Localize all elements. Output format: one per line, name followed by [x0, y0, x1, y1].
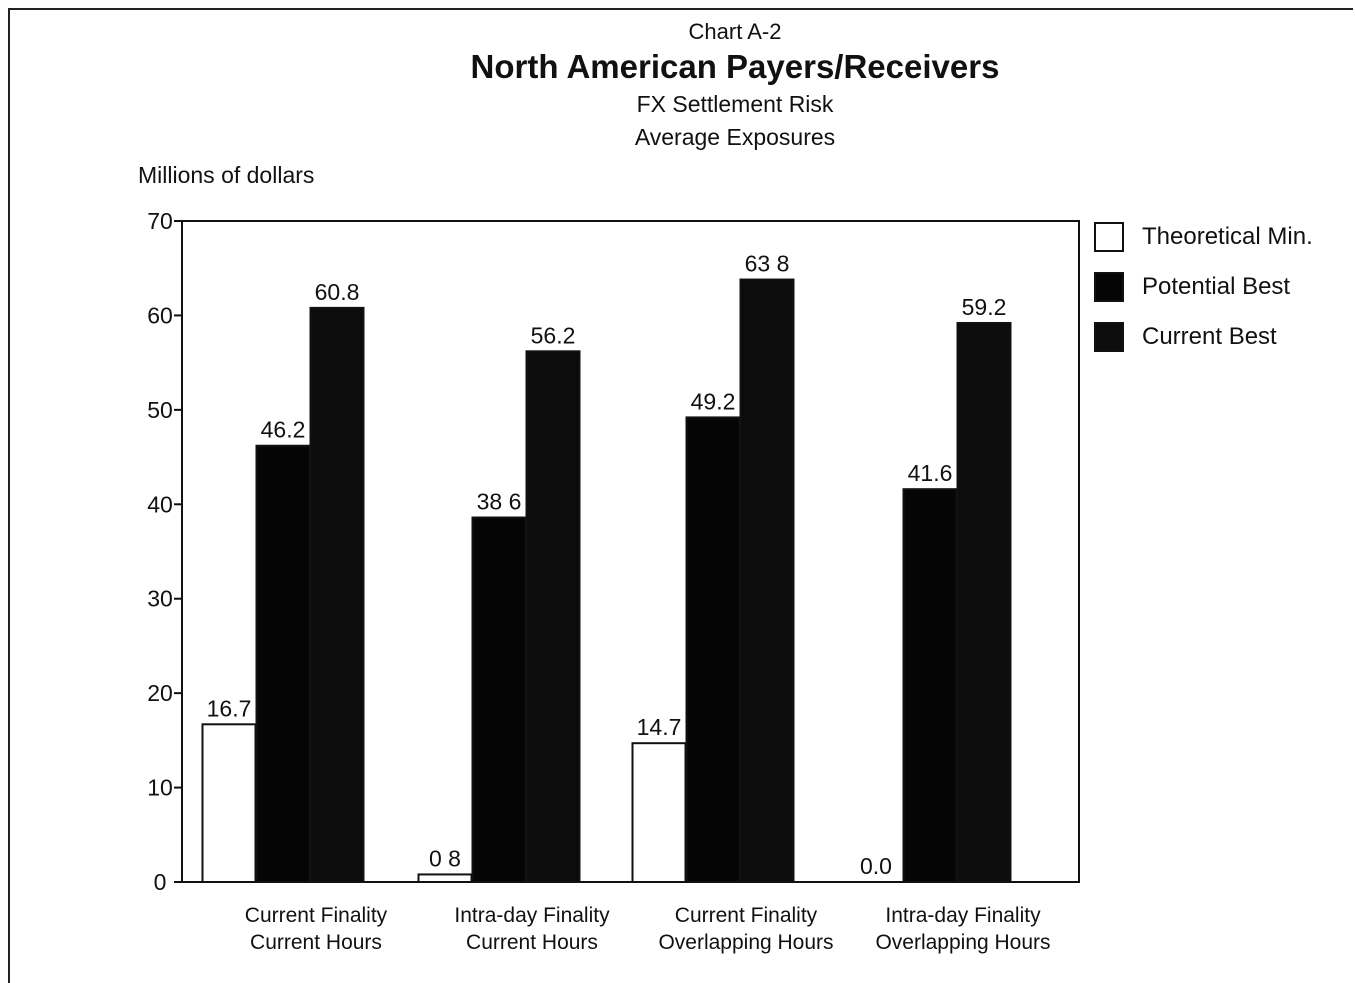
legend-label-current-best: Current Best — [1142, 323, 1277, 350]
y-tick-label: 40 — [147, 491, 173, 517]
bar-potential-best-4 — [902, 488, 958, 883]
bar-current-best-1 — [309, 306, 365, 884]
bar-potential-best-3 — [685, 416, 741, 883]
data-label: 56.2 — [531, 322, 576, 348]
y-tick-label: 70 — [147, 208, 173, 234]
data-label: 38 6 — [477, 489, 522, 515]
x-category-label: Intra-day Finality — [885, 904, 1041, 927]
y-tick-label: 20 — [147, 680, 173, 706]
data-label: 60.8 — [315, 279, 360, 305]
legend-label-theoretical-min: Theoretical Min. — [1142, 223, 1313, 250]
y-tick-label: 10 — [147, 775, 173, 801]
x-category-label: Current Hours — [466, 931, 598, 954]
y-tick-label: 60 — [147, 302, 173, 328]
data-label: 16.7 — [207, 695, 252, 721]
bar-current-best-2 — [525, 350, 581, 884]
chart-label: Chart A-2 — [688, 19, 782, 44]
y-tick-label: 30 — [147, 586, 173, 612]
bar-theoretical-min-2 — [417, 873, 473, 884]
bar-theoretical-min-1 — [201, 723, 257, 883]
x-category-label: Current Hours — [250, 931, 382, 954]
bar-potential-best-2 — [471, 516, 527, 884]
x-category-label: Intra-day Finality — [454, 904, 610, 927]
chart-subtitle-1: FX Settlement Risk — [636, 91, 834, 117]
chart-frame — [8, 8, 1353, 983]
y-tick-label: 0 — [154, 869, 167, 895]
x-category-label: Overlapping Hours — [658, 931, 833, 954]
data-label: 14.7 — [637, 714, 682, 740]
chart-subtitle-2: Average Exposures — [634, 124, 836, 150]
bar-potential-best-1 — [255, 444, 311, 883]
legend-swatch-current-best — [1094, 322, 1124, 352]
y-tick-label: 50 — [147, 397, 173, 423]
plot-area — [181, 220, 1080, 883]
data-label: 49.2 — [691, 388, 736, 414]
x-category-label: Current Finality — [675, 904, 818, 927]
data-label: 46.2 — [261, 417, 306, 443]
legend-swatch-theoretical-min — [1094, 222, 1124, 252]
legend-swatch-potential-best — [1094, 272, 1124, 302]
data-label: 0 8 — [429, 845, 461, 871]
data-label: 41.6 — [908, 460, 953, 486]
bar-current-best-4 — [956, 321, 1012, 883]
x-category-label: Current Finality — [245, 904, 388, 927]
bar-theoretical-min-3 — [631, 742, 687, 883]
data-label: 59.2 — [962, 294, 1007, 320]
data-label: 0.0 — [860, 853, 892, 879]
title-block: Chart A-2 North American Payers/Receiver… — [430, 18, 1040, 154]
x-category-label: Overlapping Hours — [875, 931, 1050, 954]
bar-current-best-3 — [739, 278, 795, 883]
data-label: 63 8 — [745, 251, 790, 277]
chart-title: North American Payers/Receivers — [470, 48, 1000, 85]
y-axis-label: Millions of dollars — [138, 162, 315, 188]
legend-label-potential-best: Potential Best — [1142, 273, 1291, 300]
